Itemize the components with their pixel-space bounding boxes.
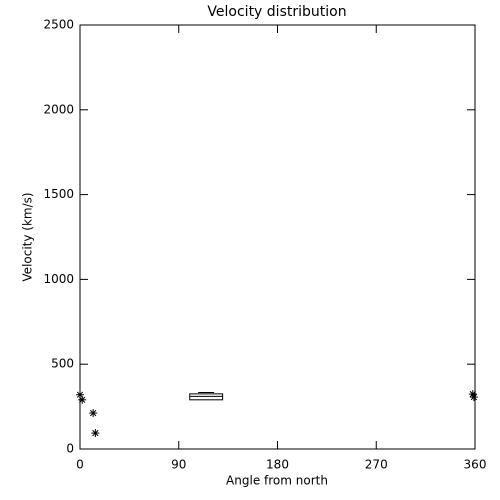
y-tick-label: 500 bbox=[51, 357, 74, 371]
asterisk-stroke bbox=[470, 393, 478, 401]
x-tick-label: 0 bbox=[76, 458, 84, 472]
asterisk-stroke bbox=[90, 409, 97, 417]
x-tick-label: 180 bbox=[266, 458, 289, 472]
y-tick-label: 2500 bbox=[43, 18, 74, 32]
chart-title: Velocity distribution bbox=[207, 4, 346, 20]
asterisk-point bbox=[89, 409, 98, 418]
x-tick-label: 90 bbox=[171, 458, 186, 472]
asterisk-stroke bbox=[469, 390, 476, 398]
asterisk-stroke bbox=[76, 391, 84, 398]
plot-frame bbox=[79, 24, 476, 450]
y-tick-label: 1000 bbox=[43, 272, 74, 286]
asterisk-stroke bbox=[79, 396, 86, 403]
y-tick-label: 0 bbox=[66, 442, 74, 456]
x-tick-label: 270 bbox=[365, 458, 388, 472]
y-axis-label: Velocity (km/s) bbox=[21, 192, 35, 281]
x-axis-label: Angle from north bbox=[226, 474, 328, 488]
asterisk-point bbox=[78, 395, 87, 404]
x-tick-label: 360 bbox=[464, 458, 487, 472]
asterisk-stroke bbox=[92, 429, 99, 437]
y-tick-label: 2000 bbox=[43, 102, 74, 116]
asterisk-point bbox=[91, 429, 100, 438]
asterisk-point bbox=[469, 393, 478, 402]
y-tick-label: 1500 bbox=[43, 187, 74, 201]
